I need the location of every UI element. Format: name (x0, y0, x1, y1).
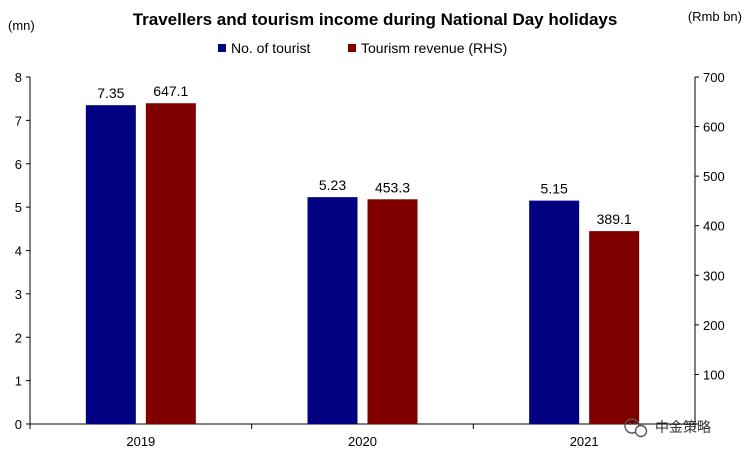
right-tick-label: 300 (703, 268, 725, 283)
legend-label-1: Tourism revenue (RHS) (361, 40, 507, 56)
watermark-text: 中金策略 (655, 419, 711, 436)
revenue-bar-2020 (367, 199, 418, 424)
legend: No. of tourist Tourism revenue (RHS) (218, 40, 507, 56)
left-tick-label: 0 (15, 417, 22, 432)
tourist-bar-2021 (529, 200, 580, 424)
tourist-bar-2020 (307, 197, 358, 424)
right-tick-label: 500 (703, 169, 725, 184)
right-tick-label: 700 (703, 70, 725, 85)
left-tick-label: 8 (15, 70, 22, 85)
legend-label-0: No. of tourist (231, 40, 310, 56)
left-tick-label: 7 (15, 113, 22, 128)
revenue-data-label-2021: 389.1 (597, 211, 632, 227)
right-tick-label: 400 (703, 219, 725, 234)
legend-swatch-0 (218, 44, 226, 52)
left-axis-unit: (mn) (8, 18, 35, 33)
revenue-bar-2019 (145, 103, 196, 424)
chart-title: Travellers and tourism income during Nat… (133, 10, 618, 29)
right-tick-label: 200 (703, 318, 725, 333)
tourist-data-label-2020: 5.23 (319, 177, 346, 193)
legend-swatch-1 (348, 44, 356, 52)
bars: 7.35 647.1 5.23 453.3 5.15 389.1 (85, 83, 640, 424)
right-axis-unit: (Rmb bn) (688, 9, 742, 24)
wechat-icon (624, 418, 648, 438)
left-tick-label: 5 (15, 200, 22, 215)
tourist-data-label-2021: 5.15 (541, 181, 568, 197)
revenue-data-label-2020: 453.3 (375, 179, 410, 195)
right-tick-label: 600 (703, 120, 725, 135)
x-tick-label: 2020 (348, 434, 377, 449)
right-tick-label: 100 (703, 367, 725, 382)
tourist-data-label-2019: 7.35 (97, 85, 124, 101)
x-tick-label: 2019 (126, 434, 155, 449)
x-tick-label: 2021 (570, 434, 599, 449)
left-tick-label: 2 (15, 330, 22, 345)
tourist-bar-2019 (85, 105, 136, 424)
left-tick-label: 4 (15, 244, 22, 259)
left-tick-label: 1 (15, 374, 22, 389)
revenue-bar-2021 (589, 231, 640, 424)
left-tick-label: 3 (15, 287, 22, 302)
revenue-data-label-2019: 647.1 (153, 83, 188, 99)
watermark: 中金策略 (624, 418, 711, 438)
axes: 0 1 2 3 4 5 6 7 8 100 200 300 400 500 600 700 2019 2020 20… (15, 70, 725, 449)
left-tick-label: 6 (15, 157, 22, 172)
